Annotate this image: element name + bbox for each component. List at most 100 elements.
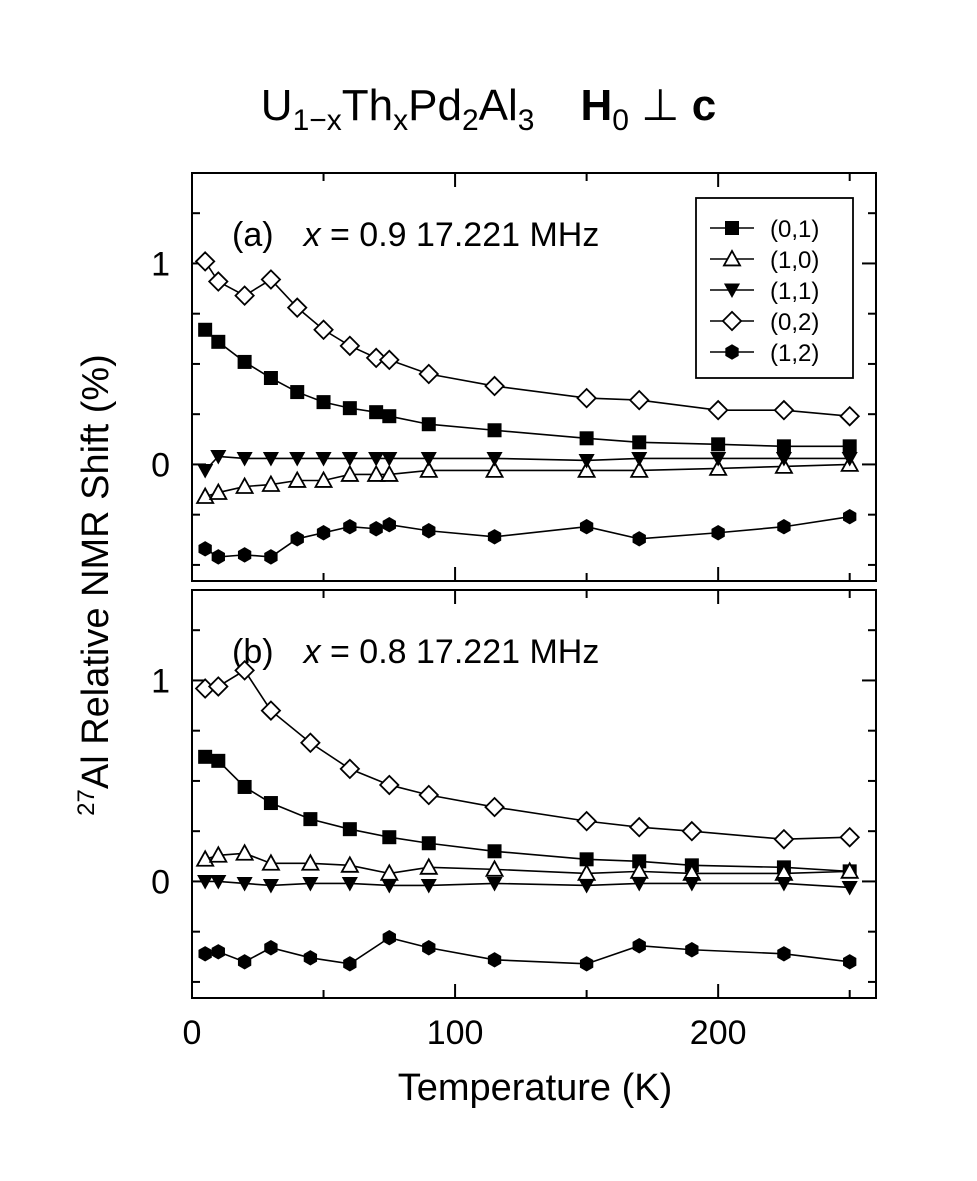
data-point <box>775 451 792 467</box>
annotation-text: = 0.9 17.221 MHz <box>321 216 600 254</box>
data-point <box>234 285 255 306</box>
x-tick-label: 200 <box>690 1014 747 1052</box>
data-point <box>369 521 383 537</box>
data-point <box>381 879 398 894</box>
data-point <box>369 405 384 420</box>
data-point <box>198 749 213 764</box>
data-point <box>632 435 647 450</box>
data-point <box>339 758 361 780</box>
data-point <box>211 944 225 960</box>
data-point <box>264 940 278 956</box>
data-point <box>262 451 279 467</box>
data-point <box>710 451 727 467</box>
legend-marker <box>721 310 743 332</box>
data-point <box>487 423 502 438</box>
data-point <box>343 519 357 535</box>
data-point <box>207 676 229 697</box>
legend-item: (0,1) <box>710 216 819 243</box>
data-point <box>198 322 213 337</box>
data-point <box>842 439 857 454</box>
data-point <box>198 946 212 962</box>
data-point <box>840 861 860 879</box>
data-point <box>341 451 358 467</box>
data-point <box>287 470 307 488</box>
data-point <box>378 774 400 796</box>
data-point <box>484 460 505 478</box>
data-point <box>579 519 594 535</box>
data-point <box>711 437 726 452</box>
data-point <box>379 464 399 482</box>
data-point <box>841 881 858 896</box>
data-point <box>237 954 252 970</box>
data-point <box>316 525 331 541</box>
title-th-subscript: x <box>393 104 409 137</box>
data-point <box>631 451 648 467</box>
panel-annotation: (a) x = 0.9 17.221 MHz <box>232 216 599 254</box>
data-point <box>632 531 646 547</box>
data-point <box>629 460 649 478</box>
series-01 <box>198 322 857 454</box>
data-point <box>681 820 703 842</box>
series-line <box>205 936 850 965</box>
data-point <box>843 954 857 970</box>
data-point <box>381 451 398 467</box>
data-point <box>197 874 214 890</box>
data-point <box>303 812 318 827</box>
legend-label: (0,1) <box>770 216 819 243</box>
legend-item: (1,0) <box>710 247 819 274</box>
legend-item: (1,1) <box>710 278 819 305</box>
data-point <box>683 876 700 892</box>
data-point <box>261 853 281 871</box>
data-point <box>210 874 227 890</box>
data-point <box>420 879 437 894</box>
series-11 <box>197 874 858 896</box>
data-point <box>422 523 436 539</box>
data-point <box>237 779 252 794</box>
data-point <box>237 354 252 369</box>
data-point <box>365 347 387 369</box>
x-tick-label: 0 <box>183 1014 202 1052</box>
legend-marker <box>722 249 742 267</box>
legend: (0,1) (1,0) (1,1) (0,2) (1,2) <box>695 197 854 379</box>
data-point <box>841 451 858 467</box>
y-axis-label: 27Al Relative NMR Shift (%) <box>73 354 117 816</box>
data-point <box>578 879 595 894</box>
data-point <box>195 486 215 504</box>
data-point <box>290 531 304 547</box>
title-h: H <box>580 81 613 130</box>
data-point <box>263 371 278 386</box>
data-point <box>487 952 502 968</box>
data-point <box>422 940 436 956</box>
panel-b: 0 1 0 100 200 (b) x = 0.8 17.221 MHz <box>151 589 877 1052</box>
legend-label: (0,2) <box>770 309 819 336</box>
data-point <box>487 844 502 859</box>
series-10 <box>195 843 860 881</box>
data-point <box>421 417 436 432</box>
title-th: Th <box>341 81 394 130</box>
plot-frame <box>191 589 877 999</box>
data-point <box>776 439 791 454</box>
series-11 <box>197 449 858 479</box>
data-point <box>235 843 255 861</box>
data-point <box>260 700 282 721</box>
data-point <box>286 297 308 319</box>
data-point <box>236 451 253 467</box>
data-point <box>707 399 729 421</box>
title-pd: Pd <box>408 81 462 130</box>
data-point <box>579 956 594 972</box>
data-point <box>237 547 252 563</box>
legend-label: (1,2) <box>770 340 819 367</box>
data-point <box>290 385 305 400</box>
data-point <box>382 517 396 533</box>
series-line <box>204 756 850 873</box>
data-point <box>198 541 212 557</box>
data-point <box>208 845 228 863</box>
data-point <box>378 349 400 371</box>
title-perp: ⊥ <box>641 81 680 130</box>
y-tick-label: 1 <box>151 245 170 283</box>
series-line <box>205 880 850 889</box>
plot-frame <box>191 172 877 582</box>
data-point <box>340 464 360 482</box>
data-point <box>300 732 321 754</box>
